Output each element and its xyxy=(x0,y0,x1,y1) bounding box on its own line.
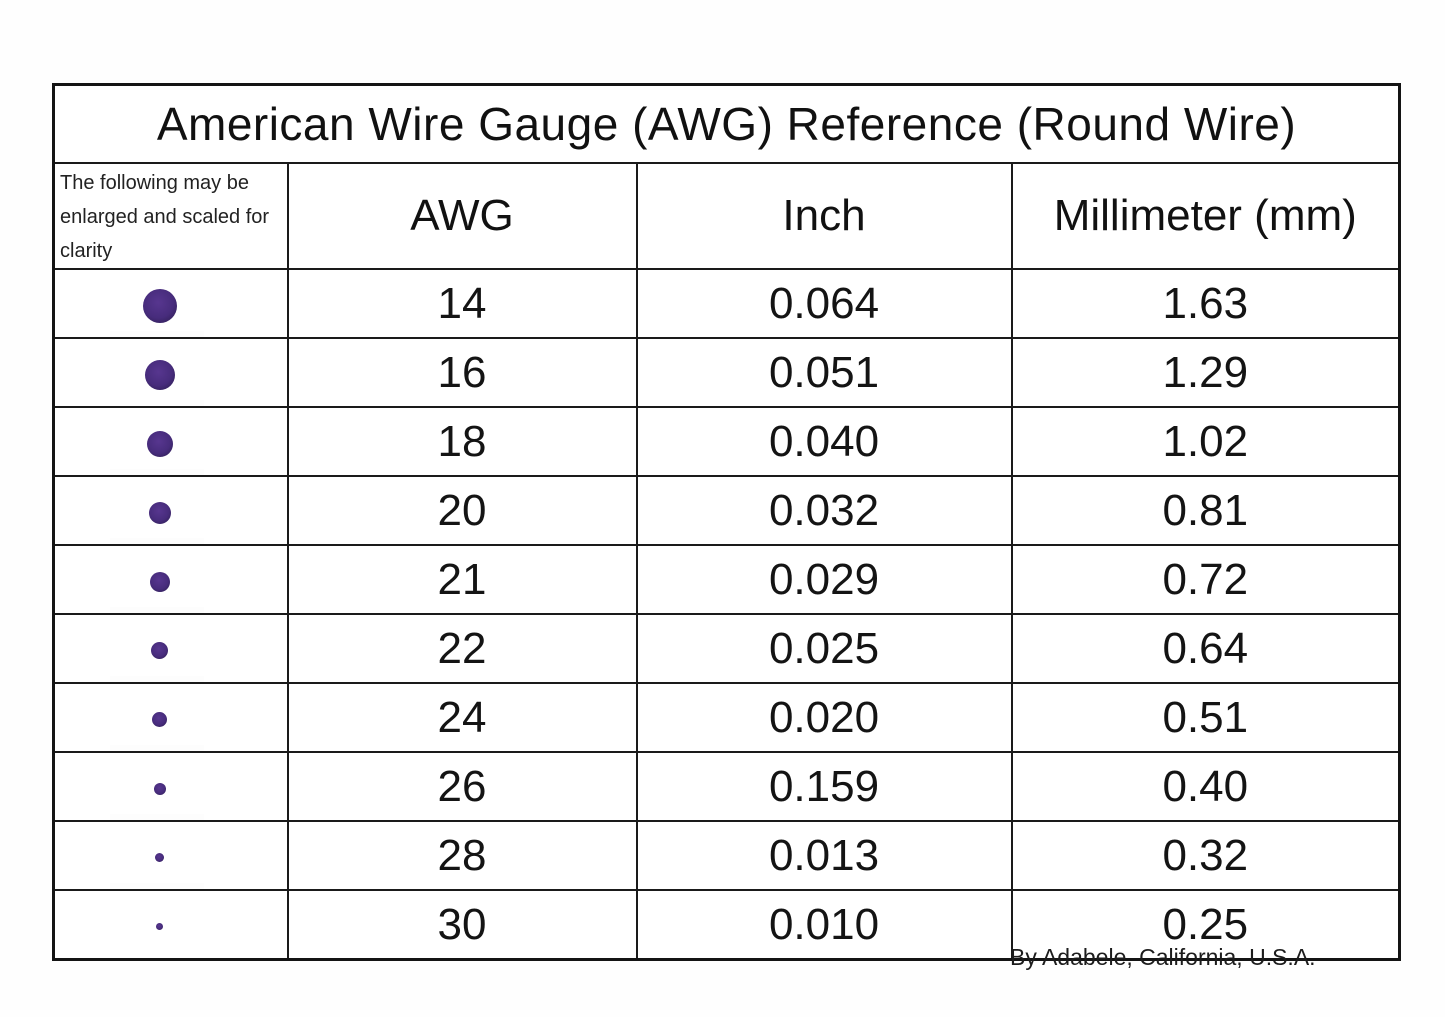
mm-value: 0.40 xyxy=(1010,751,1401,822)
row-divider-artifact xyxy=(110,745,204,750)
row-divider-artifact xyxy=(110,676,204,681)
table-row: 21 0.029 0.72 xyxy=(52,544,1401,615)
row-divider-artifact xyxy=(110,331,204,336)
awg-value: 18 xyxy=(286,406,638,477)
mm-value: 0.25 xyxy=(1010,889,1401,961)
wire-dot-cell xyxy=(52,544,289,615)
wire-dot-cell xyxy=(52,406,289,477)
inch-value: 0.159 xyxy=(635,751,1013,822)
mm-value: 1.63 xyxy=(1010,268,1401,339)
mm-value: 0.32 xyxy=(1010,820,1401,891)
mm-value: 1.29 xyxy=(1010,337,1401,408)
wire-size-dot xyxy=(156,923,164,931)
wire-size-dot xyxy=(144,359,175,390)
row-divider-artifact xyxy=(110,538,204,543)
column-header-inch: Inch xyxy=(635,162,1013,270)
table-row: 22 0.025 0.64 xyxy=(52,613,1401,684)
inch-value: 0.013 xyxy=(635,820,1013,891)
table-row: 16 0.051 1.29 xyxy=(52,337,1401,408)
awg-value: 21 xyxy=(286,544,638,615)
wire-size-dot xyxy=(152,712,168,728)
row-divider-artifact xyxy=(110,469,204,474)
title-row: American Wire Gauge (AWG) Reference (Rou… xyxy=(52,83,1401,164)
wire-size-dot xyxy=(155,853,165,863)
wire-dot-cell xyxy=(52,889,289,961)
wire-size-dot xyxy=(146,430,173,457)
table-row: 18 0.040 1.02 xyxy=(52,406,1401,477)
inch-value: 0.032 xyxy=(635,475,1013,546)
column-header-mm: Millimeter (mm) xyxy=(1010,162,1401,270)
wire-size-dot xyxy=(151,642,169,660)
table-row: 20 0.032 0.81 xyxy=(52,475,1401,546)
table-row: 24 0.020 0.51 xyxy=(52,682,1401,753)
column-header-awg: AWG xyxy=(286,162,638,270)
awg-value: 30 xyxy=(286,889,638,961)
scale-note: The following may be enlarged and scaled… xyxy=(52,162,289,270)
wire-dot-cell xyxy=(52,337,289,408)
wire-dot-cell xyxy=(52,475,289,546)
awg-value: 20 xyxy=(286,475,638,546)
wire-size-dot xyxy=(153,782,166,795)
wire-dot-cell xyxy=(52,613,289,684)
inch-value: 0.020 xyxy=(635,682,1013,753)
table-row: 30 0.010 0.25 xyxy=(52,889,1401,961)
row-divider-artifact xyxy=(110,400,204,405)
header-row: The following may be enlarged and scaled… xyxy=(52,162,1401,270)
row-divider-artifact xyxy=(110,607,204,612)
awg-reference-table: American Wire Gauge (AWG) Reference (Rou… xyxy=(52,83,1402,961)
inch-value: 0.051 xyxy=(635,337,1013,408)
inch-value: 0.040 xyxy=(635,406,1013,477)
awg-value: 24 xyxy=(286,682,638,753)
awg-value: 22 xyxy=(286,613,638,684)
table-row: 26 0.159 0.40 xyxy=(52,751,1401,822)
wire-dot-cell xyxy=(52,268,289,339)
wire-dot-cell xyxy=(52,682,289,753)
mm-value: 0.64 xyxy=(1010,613,1401,684)
mm-value: 1.02 xyxy=(1010,406,1401,477)
inch-value: 0.029 xyxy=(635,544,1013,615)
inch-value: 0.064 xyxy=(635,268,1013,339)
awg-value: 14 xyxy=(286,268,638,339)
wire-size-dot xyxy=(148,501,171,524)
table-row: 28 0.013 0.32 xyxy=(52,820,1401,891)
mm-value: 0.51 xyxy=(1010,682,1401,753)
table-row: 14 0.064 1.63 xyxy=(52,268,1401,339)
row-divider-artifact xyxy=(110,814,204,819)
page-title: American Wire Gauge (AWG) Reference (Rou… xyxy=(52,83,1401,164)
attribution-text: By Adabele, California, U.S.A. xyxy=(1010,944,1316,970)
inch-value: 0.025 xyxy=(635,613,1013,684)
mm-value: 0.81 xyxy=(1010,475,1401,546)
wire-size-dot xyxy=(149,571,170,592)
wire-size-dot xyxy=(142,288,177,323)
awg-value: 16 xyxy=(286,337,638,408)
mm-value: 0.72 xyxy=(1010,544,1401,615)
awg-value: 26 xyxy=(286,751,638,822)
wire-dot-cell xyxy=(52,751,289,822)
inch-value: 0.010 xyxy=(635,889,1013,961)
awg-value: 28 xyxy=(286,820,638,891)
row-divider-artifact xyxy=(110,883,204,888)
wire-dot-cell xyxy=(52,820,289,891)
